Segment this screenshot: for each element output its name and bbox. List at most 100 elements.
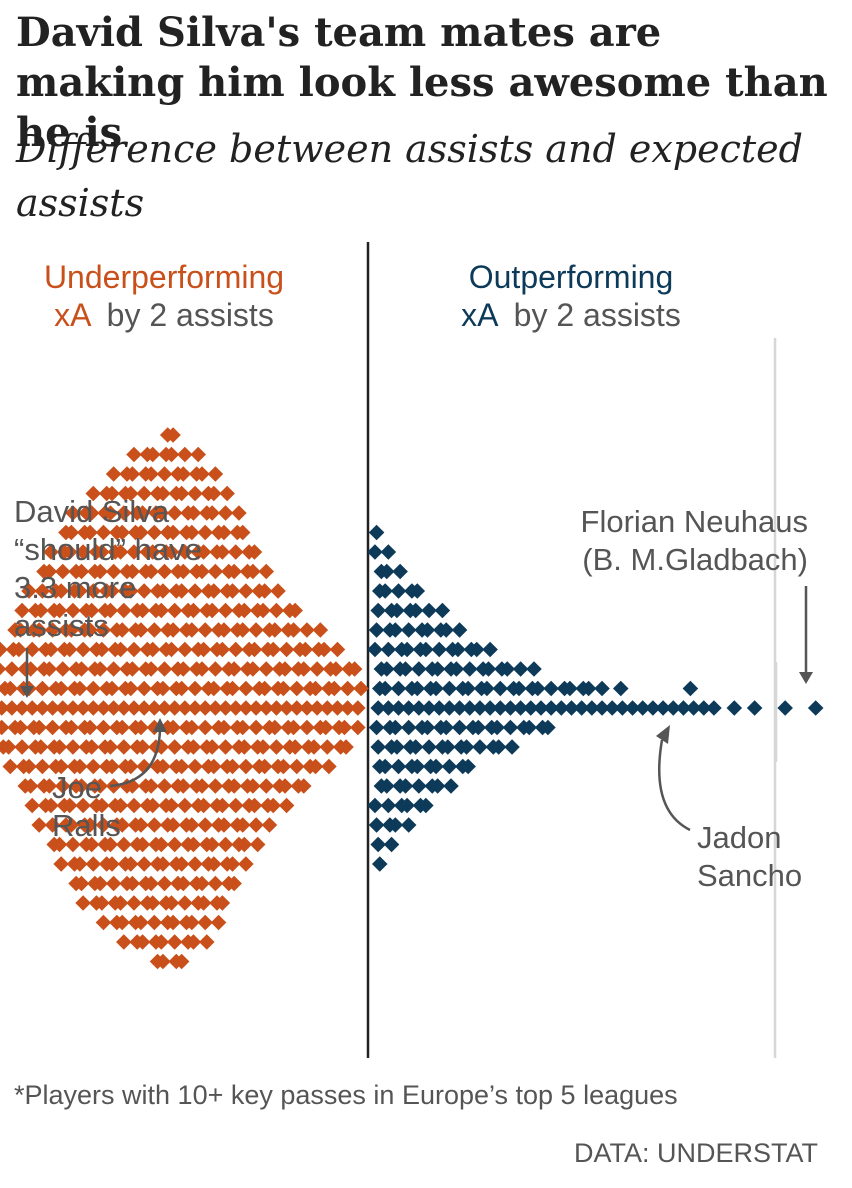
underperformer-point — [75, 895, 91, 911]
underperformer-point — [320, 739, 336, 755]
neuhaus-arrowhead — [799, 672, 813, 684]
outperforming-label: Outperforming — [469, 259, 674, 295]
underperformer-point — [289, 759, 305, 775]
underperformer-point — [167, 837, 183, 853]
underperformer-point — [208, 564, 224, 580]
outperformer-point — [706, 700, 722, 716]
outperformer-point — [381, 798, 397, 814]
underperformer-point — [248, 622, 264, 638]
underperformer-point — [218, 505, 234, 521]
underperformer-point — [269, 603, 285, 619]
outperformer-point — [777, 700, 793, 716]
outperformer-point — [431, 642, 447, 658]
underperformer-point — [31, 817, 47, 833]
over-xa-label: xA — [461, 297, 499, 333]
underperformer-point — [190, 447, 206, 463]
underperformer-point — [258, 564, 274, 580]
outperformer-point — [747, 700, 763, 716]
outperformer-point — [504, 739, 520, 755]
outperformer-point — [369, 622, 385, 638]
outperformer-point — [392, 564, 408, 580]
outperformer-point — [367, 798, 383, 814]
over-by-label: by 2 assists — [514, 297, 681, 333]
underperformer-point — [228, 798, 244, 814]
underperformer-point — [248, 817, 264, 833]
underperformer-point — [197, 817, 213, 833]
outperformer-point — [543, 681, 559, 697]
outperformer-point — [401, 720, 417, 736]
outperformer-point — [391, 583, 407, 599]
underperformer-point — [85, 856, 101, 872]
outperformer-point — [472, 739, 488, 755]
underperformer-point — [55, 661, 71, 677]
ralls-arrow — [110, 730, 160, 786]
underperformer-point — [35, 681, 51, 697]
underperformer-point — [208, 466, 224, 482]
outperformer-point — [808, 700, 824, 716]
underperformer-point — [187, 759, 203, 775]
underperformer-point — [106, 466, 122, 482]
underperformer-point — [126, 798, 142, 814]
outperformer-point — [594, 681, 610, 697]
underperformer-point — [24, 798, 40, 814]
underperformer-point — [238, 583, 254, 599]
underperformer-point — [208, 661, 224, 677]
outperformer-point — [391, 759, 407, 775]
underperformer-point — [177, 798, 193, 814]
underperformer-point — [177, 895, 193, 911]
ralls-annotation-line: Ralls — [52, 808, 121, 843]
underperformer-point — [96, 915, 112, 931]
underperformer-point — [167, 603, 183, 619]
outperformer-point — [370, 739, 386, 755]
underperformer-point — [147, 915, 163, 931]
outperformer-point — [367, 544, 383, 560]
underperformer-point — [116, 934, 132, 950]
silva-annotation-line: assists — [14, 608, 109, 643]
outperformer-point — [372, 856, 388, 872]
underperformer-point — [279, 642, 295, 658]
underperformer-point — [157, 661, 173, 677]
underperformer-point — [218, 739, 234, 755]
outperformer-point — [452, 720, 468, 736]
underperformer-point — [167, 934, 183, 950]
underperformer-point — [228, 642, 244, 658]
outperformer-point — [452, 622, 468, 638]
underperformer-point — [350, 700, 366, 716]
outperformer-point — [367, 642, 383, 658]
outperformer-point — [391, 681, 407, 697]
outperformer-point — [421, 739, 437, 755]
underperformer-point — [53, 856, 69, 872]
neuhaus-annotation-line: (B. M.Gladbach) — [582, 542, 808, 577]
underperformer-point — [199, 934, 215, 950]
outperformer-point — [727, 700, 743, 716]
underperformer-point — [187, 486, 203, 502]
outperformer-point — [381, 642, 397, 658]
silva-annotation-line: “should” have — [14, 532, 202, 567]
underperformer-point — [106, 876, 122, 892]
underperformer-point — [177, 642, 193, 658]
underperformer-point — [219, 486, 235, 502]
chart-subtitle: Difference between assists and expected … — [16, 122, 836, 230]
underperformer-point — [126, 642, 142, 658]
underperformer-point — [208, 876, 224, 892]
underperformer-point — [218, 837, 234, 853]
outperformer-point — [369, 720, 385, 736]
underperformer-point — [126, 447, 142, 463]
outperformer-point — [442, 681, 458, 697]
underperformer-point — [270, 583, 286, 599]
underperformer-point — [85, 681, 101, 697]
under-by-label: by 2 assists — [107, 297, 274, 333]
svg-text:xA by 2 assists: xA by 2 assists — [54, 297, 274, 333]
outperformer-point — [411, 778, 427, 794]
silva-annotation-line: 3.3 more — [14, 570, 136, 605]
outperformer-point — [513, 661, 529, 677]
underperformer-point — [65, 739, 81, 755]
outperformer-point — [503, 720, 519, 736]
footnote: *Players with 10+ key passes in Europe’s… — [14, 1080, 678, 1111]
underperformer-point — [136, 681, 152, 697]
outperformer-point — [384, 837, 400, 853]
underperformer-point — [147, 817, 163, 833]
svg-text:xA by 2 assists: xA by 2 assists — [461, 297, 681, 333]
underperformer-point — [197, 622, 213, 638]
